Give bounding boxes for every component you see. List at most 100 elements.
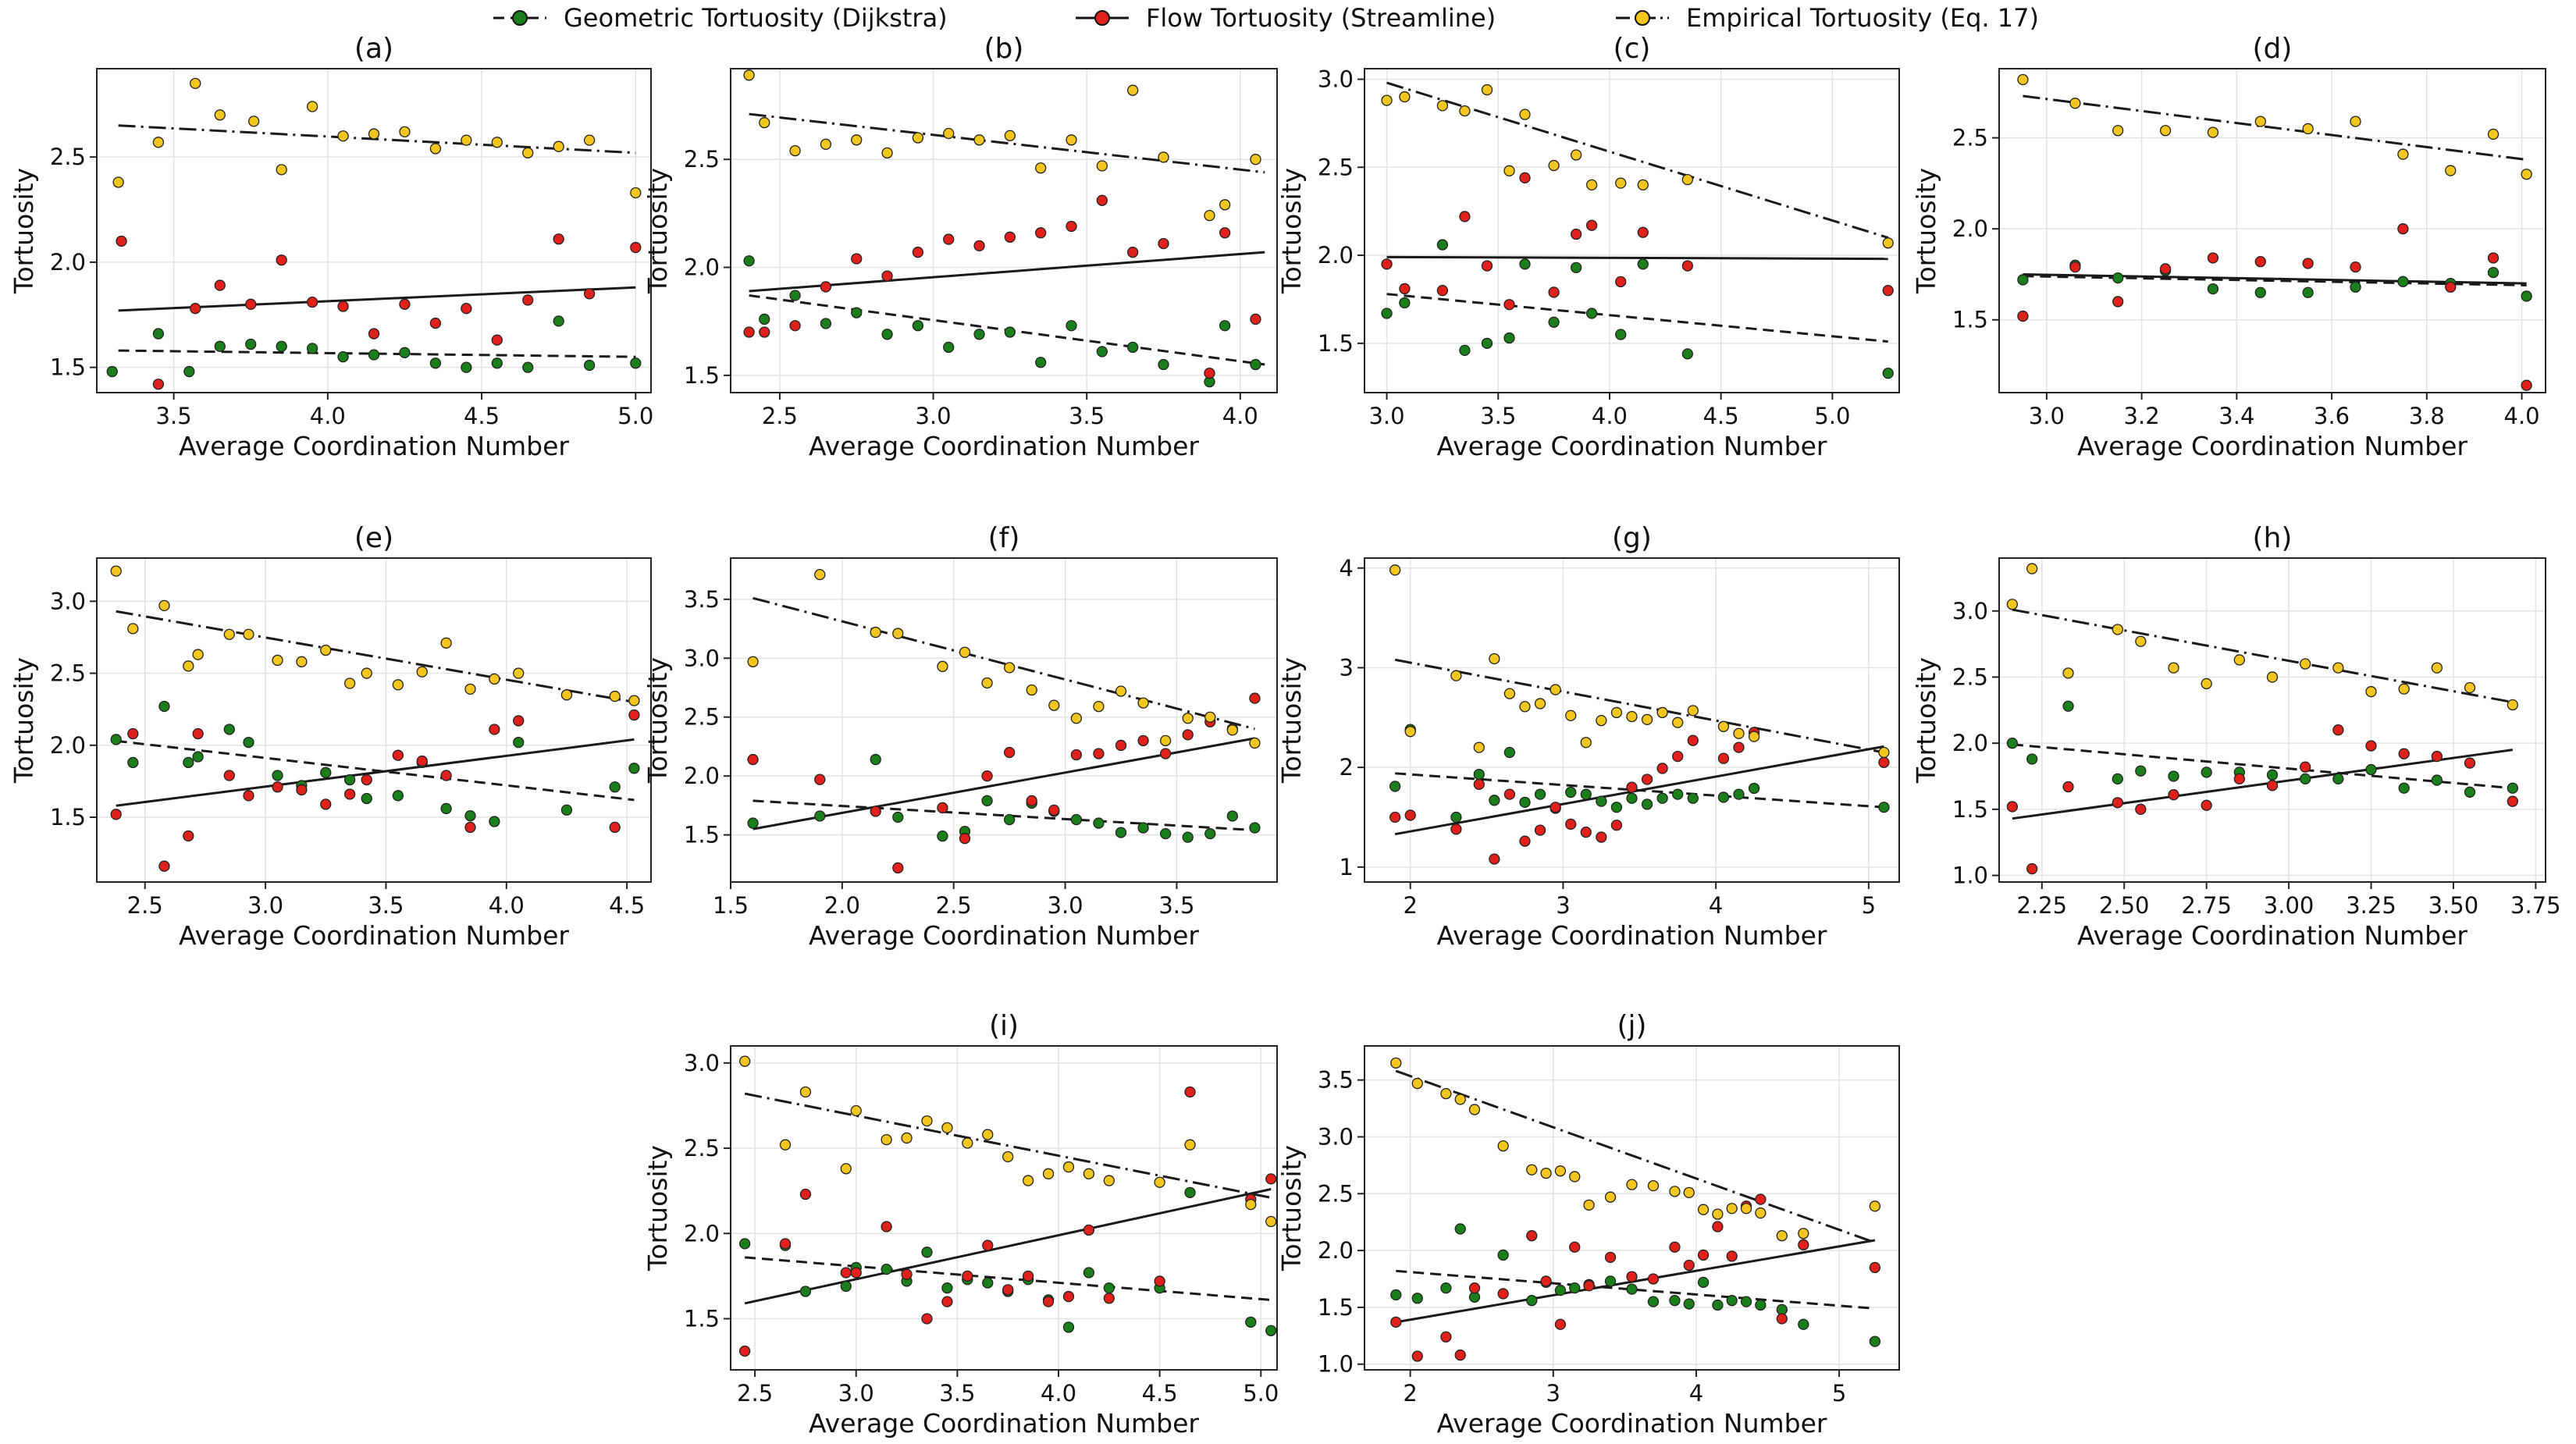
data-point-empirical bbox=[973, 134, 985, 146]
data-point-flow bbox=[1450, 823, 1462, 835]
data-point-empirical bbox=[1596, 714, 1607, 727]
data-point-empirical bbox=[1182, 713, 1194, 724]
x-axis-label: Average Coordination Number bbox=[1437, 431, 1827, 461]
data-point-empirical bbox=[1681, 173, 1694, 186]
data-point-flow bbox=[1687, 734, 1699, 746]
data-point-empirical bbox=[814, 568, 826, 581]
data-point-empirical bbox=[1615, 177, 1627, 189]
data-point-flow bbox=[2397, 223, 2409, 235]
data-point-empirical bbox=[1626, 710, 1638, 723]
plot-frame bbox=[1364, 68, 1900, 393]
data-point-geometric bbox=[941, 1282, 953, 1294]
data-point-geometric bbox=[1115, 827, 1127, 838]
data-point-geometric bbox=[892, 811, 904, 823]
data-point-flow bbox=[116, 235, 127, 247]
data-point-empirical bbox=[1540, 1167, 1552, 1179]
data-point-empirical bbox=[1798, 1228, 1809, 1239]
chart-title: (f) bbox=[988, 522, 1020, 554]
y-tick-label: 2.0 bbox=[1318, 242, 1354, 269]
x-axis-label: Average Coordination Number bbox=[1437, 1408, 1827, 1439]
data-point-flow bbox=[1626, 781, 1638, 793]
data-point-empirical bbox=[2431, 662, 2443, 674]
fit-line-flow bbox=[749, 251, 1265, 293]
data-point-flow bbox=[2201, 799, 2212, 811]
y-tick-label: 2.5 bbox=[684, 1135, 720, 1161]
data-point-empirical bbox=[190, 77, 201, 90]
data-point-empirical bbox=[1399, 91, 1411, 103]
data-point-flow bbox=[1626, 1271, 1638, 1282]
data-point-empirical bbox=[343, 678, 356, 689]
legend-item-flow: Flow Tortuosity (Streamline) bbox=[1076, 3, 1496, 33]
data-point-flow bbox=[1250, 313, 1261, 325]
x-tick-label: 4.0 bbox=[489, 892, 525, 919]
data-point-geometric bbox=[1389, 781, 1401, 792]
data-point-empirical bbox=[937, 660, 948, 672]
data-point-flow bbox=[1726, 1250, 1738, 1262]
data-point-empirical bbox=[1184, 1139, 1196, 1151]
data-point-flow bbox=[609, 821, 621, 834]
data-point-flow bbox=[2464, 757, 2476, 769]
data-point-geometric bbox=[747, 817, 759, 829]
data-point-geometric bbox=[2112, 773, 2123, 785]
data-point-flow bbox=[440, 770, 452, 781]
data-point-empirical bbox=[306, 101, 318, 112]
chart-title: (d) bbox=[2253, 33, 2293, 65]
x-tick-label: 3.0 bbox=[247, 892, 283, 919]
data-point-empirical bbox=[1204, 209, 1215, 222]
data-point-flow bbox=[789, 320, 801, 332]
data-point-empirical bbox=[2350, 116, 2361, 127]
y-axis-label: Tortuosity bbox=[9, 168, 39, 294]
data-point-empirical bbox=[851, 134, 863, 146]
data-point-flow bbox=[2507, 795, 2518, 807]
data-point-empirical bbox=[361, 667, 372, 679]
data-point-empirical bbox=[912, 132, 924, 144]
data-point-empirical bbox=[1127, 84, 1139, 96]
data-point-geometric bbox=[789, 290, 801, 301]
data-point-empirical bbox=[399, 126, 411, 137]
data-point-flow bbox=[243, 790, 254, 802]
data-point-flow bbox=[2300, 761, 2311, 773]
data-point-geometric bbox=[2397, 276, 2409, 287]
data-point-geometric bbox=[1672, 788, 1684, 800]
x-tick-label: 3.0 bbox=[1048, 892, 1083, 919]
x-tick-label: 3.5 bbox=[1069, 403, 1105, 429]
data-point-geometric bbox=[1637, 258, 1649, 270]
y-tick-label: 1.5 bbox=[1952, 796, 1988, 823]
data-point-geometric bbox=[2006, 737, 2019, 749]
data-point-empirical bbox=[1003, 662, 1016, 674]
plot-frame bbox=[96, 557, 652, 883]
data-point-empirical bbox=[1004, 130, 1016, 141]
fit-line-empirical bbox=[749, 112, 1265, 174]
plot-frame bbox=[1998, 557, 2546, 883]
y-tick-label: 3.5 bbox=[684, 586, 720, 613]
x-tick-label: 2.50 bbox=[2099, 892, 2150, 919]
data-point-empirical bbox=[1450, 670, 1462, 681]
data-point-empirical bbox=[628, 695, 640, 706]
x-axis-label: Average Coordination Number bbox=[809, 920, 1199, 951]
x-axis-label: Average Coordination Number bbox=[179, 920, 569, 951]
data-point-geometric bbox=[1497, 1249, 1509, 1261]
data-point-geometric bbox=[851, 307, 863, 318]
x-tick-label: 4.0 bbox=[310, 403, 346, 429]
chart-panel: 2.5 3.0 3.5 4.0 4.5 1.5 2.0 2.5 3.0 (e) Average Co… bbox=[9, 522, 652, 951]
data-point-flow bbox=[2398, 748, 2410, 759]
data-point-flow bbox=[361, 774, 372, 786]
data-point-flow bbox=[1389, 811, 1401, 823]
data-point-empirical bbox=[1245, 1198, 1257, 1211]
data-point-empirical bbox=[183, 660, 194, 672]
data-point-geometric bbox=[243, 736, 254, 749]
data-point-geometric bbox=[1454, 1223, 1466, 1235]
data-point-geometric bbox=[522, 361, 534, 373]
plot-frame bbox=[1364, 1045, 1900, 1371]
data-point-empirical bbox=[337, 130, 349, 142]
y-tick-label: 1.5 bbox=[1952, 307, 1988, 333]
data-point-geometric bbox=[2431, 774, 2443, 786]
data-point-empirical bbox=[2365, 685, 2377, 698]
y-axis-label: Tortuosity bbox=[1911, 168, 1941, 294]
data-point-geometric bbox=[1411, 1293, 1423, 1304]
legend-marker-flow bbox=[1094, 10, 1110, 26]
data-point-geometric bbox=[1245, 1316, 1257, 1328]
data-point-flow bbox=[513, 715, 525, 727]
data-point-empirical bbox=[2135, 635, 2147, 647]
data-point-empirical bbox=[243, 628, 254, 640]
